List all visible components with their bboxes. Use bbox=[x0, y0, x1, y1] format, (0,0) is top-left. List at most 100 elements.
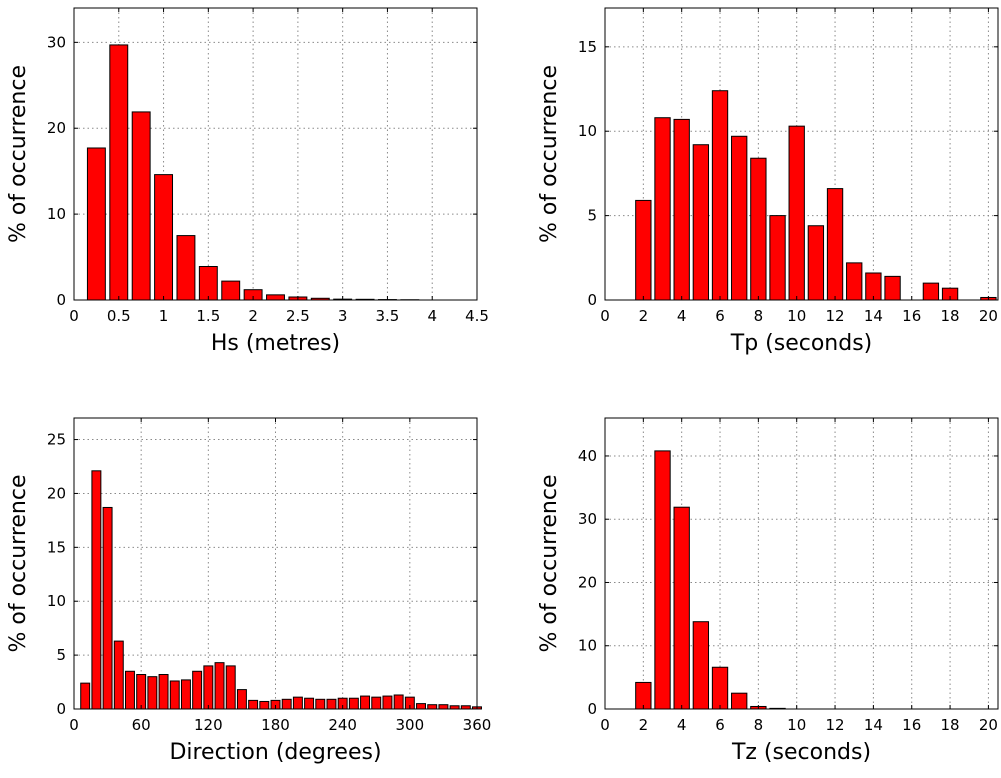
bar bbox=[673, 118, 690, 301]
bar bbox=[136, 674, 147, 710]
y-axis-label: % of occurrence bbox=[6, 65, 31, 243]
x-tick-label: 4 bbox=[677, 307, 687, 325]
bar bbox=[109, 44, 129, 301]
x-tick-label: 12 bbox=[826, 716, 845, 734]
x-tick-label: 6 bbox=[715, 716, 725, 734]
bar bbox=[393, 694, 404, 710]
x-tick-label: 10 bbox=[787, 716, 806, 734]
y-tick-label: 5 bbox=[56, 646, 66, 664]
bar bbox=[807, 225, 825, 301]
y-tick-label: 15 bbox=[578, 38, 597, 56]
x-axis-label: Hs (metres) bbox=[211, 331, 340, 356]
bar bbox=[826, 188, 844, 301]
bar bbox=[884, 275, 901, 301]
bar bbox=[169, 680, 180, 710]
x-tick-label: 16 bbox=[902, 716, 921, 734]
bar bbox=[154, 174, 174, 301]
bar bbox=[176, 235, 196, 301]
x-tick-label: 8 bbox=[754, 716, 764, 734]
bar bbox=[266, 294, 285, 301]
x-tick-label: 0 bbox=[69, 716, 79, 734]
x-tick-label: 20 bbox=[979, 716, 998, 734]
y-tick-label: 10 bbox=[578, 122, 597, 140]
bar bbox=[846, 262, 863, 301]
x-tick-label: 14 bbox=[864, 716, 883, 734]
bar bbox=[203, 665, 214, 710]
bar bbox=[225, 665, 236, 710]
y-tick-label: 20 bbox=[47, 484, 66, 502]
y-tick-label: 40 bbox=[578, 447, 597, 465]
y-tick-label: 10 bbox=[578, 637, 597, 655]
bar bbox=[692, 144, 710, 301]
y-axis-label: % of occurrence bbox=[537, 474, 562, 652]
x-axis-label: Tp (seconds) bbox=[730, 331, 873, 356]
x-tick-label: 180 bbox=[261, 716, 290, 734]
bar bbox=[731, 135, 748, 301]
x-tick-label: 0 bbox=[600, 307, 610, 325]
y-axis-label: % of occurrence bbox=[537, 65, 562, 243]
bar bbox=[80, 682, 91, 710]
y-tick-label: 0 bbox=[587, 700, 597, 718]
x-tick-label: 8 bbox=[754, 307, 764, 325]
bar bbox=[281, 698, 292, 710]
bar bbox=[315, 698, 326, 710]
bar bbox=[91, 470, 102, 710]
x-tick-label: 300 bbox=[396, 716, 425, 734]
bar bbox=[304, 697, 315, 710]
y-tick-label: 10 bbox=[47, 592, 66, 610]
bar bbox=[102, 506, 113, 710]
x-tick-label: 10 bbox=[787, 307, 806, 325]
y-axis-label: % of occurrence bbox=[6, 474, 31, 652]
bar bbox=[416, 703, 427, 710]
bar bbox=[750, 157, 767, 301]
x-tick-label: 0 bbox=[600, 716, 610, 734]
x-tick-label: 4.5 bbox=[465, 307, 489, 325]
axes-frame bbox=[73, 7, 478, 301]
bar bbox=[221, 280, 241, 301]
bar bbox=[673, 506, 690, 710]
x-tick-label: 3.5 bbox=[376, 307, 400, 325]
x-tick-label: 2 bbox=[639, 716, 649, 734]
x-tick-label: 0 bbox=[69, 307, 79, 325]
axes-frame bbox=[604, 417, 999, 710]
bar bbox=[692, 621, 710, 710]
bar bbox=[147, 676, 158, 710]
y-tick-label: 20 bbox=[578, 573, 597, 591]
x-tick-label: 16 bbox=[902, 307, 921, 325]
x-tick-label: 2 bbox=[248, 307, 258, 325]
bar bbox=[348, 697, 359, 710]
y-tick-label: 25 bbox=[47, 431, 66, 449]
bar bbox=[654, 450, 671, 710]
bar bbox=[259, 700, 270, 710]
bar bbox=[427, 704, 438, 710]
bar bbox=[865, 272, 882, 301]
bar bbox=[124, 670, 135, 710]
y-tick-label: 5 bbox=[587, 207, 597, 225]
x-tick-label: 20 bbox=[979, 307, 998, 325]
y-tick-label: 0 bbox=[587, 291, 597, 309]
x-tick-label: 360 bbox=[463, 716, 492, 734]
bar bbox=[438, 704, 449, 710]
bar bbox=[198, 266, 218, 301]
bar bbox=[192, 670, 203, 710]
y-tick-label: 20 bbox=[47, 119, 66, 137]
x-tick-label: 4 bbox=[427, 307, 437, 325]
x-tick-label: 1 bbox=[159, 307, 169, 325]
bar bbox=[360, 695, 371, 710]
x-tick-label: 18 bbox=[941, 307, 960, 325]
y-tick-label: 10 bbox=[47, 205, 66, 223]
bar bbox=[236, 689, 247, 710]
bar bbox=[788, 125, 805, 301]
y-tick-label: 30 bbox=[578, 510, 597, 528]
bar bbox=[922, 282, 940, 301]
bar bbox=[131, 111, 151, 301]
bar bbox=[158, 674, 169, 710]
x-tick-label: 0.5 bbox=[107, 307, 131, 325]
chart-tp: 0 2 4 6 8 10 12 14 16 18 20 0 5 10 15 Tp (seconds) % of … bbox=[537, 7, 999, 356]
bar bbox=[214, 662, 225, 710]
x-tick-label: 120 bbox=[194, 716, 223, 734]
x-tick-label: 3 bbox=[338, 307, 348, 325]
x-axis-label: Direction (degrees) bbox=[169, 740, 381, 765]
x-tick-label: 2.5 bbox=[286, 307, 310, 325]
